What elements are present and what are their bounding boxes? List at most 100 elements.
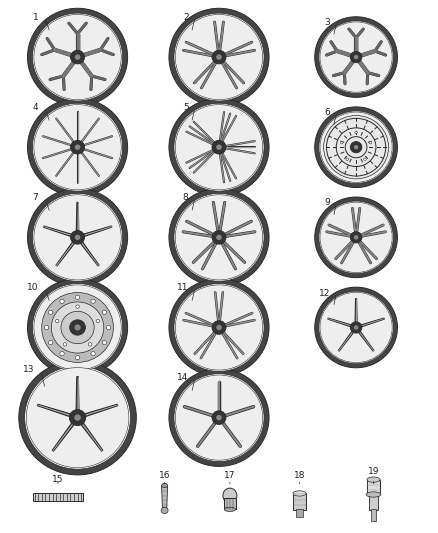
Ellipse shape — [174, 13, 264, 101]
Ellipse shape — [169, 369, 269, 466]
Ellipse shape — [25, 366, 131, 469]
Text: 18: 18 — [294, 471, 305, 480]
Text: 15: 15 — [52, 475, 64, 484]
Ellipse shape — [49, 310, 53, 314]
Polygon shape — [328, 318, 351, 327]
Polygon shape — [81, 242, 99, 266]
Ellipse shape — [32, 284, 123, 372]
Text: 11: 11 — [177, 283, 188, 292]
Ellipse shape — [216, 415, 222, 421]
Polygon shape — [359, 332, 374, 351]
Ellipse shape — [75, 144, 80, 150]
Ellipse shape — [71, 231, 85, 244]
Ellipse shape — [74, 325, 81, 330]
Polygon shape — [361, 318, 385, 327]
Ellipse shape — [69, 410, 86, 426]
Ellipse shape — [174, 103, 264, 191]
Ellipse shape — [34, 195, 121, 280]
Ellipse shape — [42, 293, 113, 362]
Ellipse shape — [366, 492, 381, 497]
Ellipse shape — [75, 295, 80, 300]
Text: 7: 7 — [33, 193, 39, 202]
Ellipse shape — [19, 360, 136, 475]
Polygon shape — [37, 404, 70, 416]
Ellipse shape — [319, 111, 393, 183]
Bar — [367, 480, 380, 495]
Ellipse shape — [354, 55, 358, 59]
Ellipse shape — [51, 302, 104, 353]
Ellipse shape — [212, 321, 226, 334]
Ellipse shape — [223, 488, 237, 503]
Text: 8: 8 — [183, 193, 188, 202]
Polygon shape — [338, 332, 353, 351]
Ellipse shape — [71, 50, 85, 64]
Ellipse shape — [28, 99, 127, 196]
Ellipse shape — [319, 291, 393, 364]
Ellipse shape — [320, 22, 392, 92]
Text: 17: 17 — [224, 471, 236, 480]
Text: 13: 13 — [22, 366, 34, 374]
Ellipse shape — [315, 107, 397, 188]
Text: 10: 10 — [27, 283, 39, 292]
Ellipse shape — [174, 193, 264, 281]
Ellipse shape — [75, 356, 80, 360]
Ellipse shape — [175, 375, 263, 460]
Ellipse shape — [61, 311, 94, 344]
Ellipse shape — [364, 158, 366, 160]
Ellipse shape — [212, 411, 226, 424]
Ellipse shape — [71, 140, 85, 154]
Ellipse shape — [354, 145, 358, 149]
Ellipse shape — [350, 322, 362, 333]
Ellipse shape — [88, 343, 92, 346]
Polygon shape — [81, 423, 103, 451]
Ellipse shape — [216, 54, 222, 60]
Ellipse shape — [32, 193, 123, 281]
Ellipse shape — [174, 374, 264, 462]
Text: 3: 3 — [324, 18, 330, 27]
Polygon shape — [85, 404, 118, 416]
Ellipse shape — [354, 235, 358, 240]
Text: 14: 14 — [177, 373, 188, 382]
Ellipse shape — [367, 477, 380, 482]
Polygon shape — [355, 298, 357, 322]
Ellipse shape — [174, 284, 264, 372]
Ellipse shape — [106, 325, 111, 329]
Ellipse shape — [161, 507, 168, 514]
Ellipse shape — [315, 287, 397, 368]
Ellipse shape — [75, 235, 80, 240]
Ellipse shape — [350, 142, 362, 153]
Ellipse shape — [212, 140, 226, 154]
Ellipse shape — [216, 235, 222, 240]
Text: 16: 16 — [159, 471, 170, 480]
Polygon shape — [84, 226, 112, 236]
Ellipse shape — [319, 21, 393, 93]
Ellipse shape — [320, 292, 392, 362]
Ellipse shape — [212, 231, 226, 244]
Ellipse shape — [169, 99, 269, 196]
Ellipse shape — [315, 17, 397, 98]
Bar — [371, 510, 376, 521]
Text: 19: 19 — [368, 467, 379, 476]
Polygon shape — [162, 487, 168, 508]
Text: 1: 1 — [33, 13, 39, 22]
Bar — [369, 494, 378, 511]
Polygon shape — [43, 226, 71, 236]
Bar — [33, 493, 83, 502]
Ellipse shape — [34, 14, 121, 100]
Ellipse shape — [76, 305, 79, 308]
Ellipse shape — [293, 491, 306, 496]
Ellipse shape — [369, 141, 372, 144]
Ellipse shape — [60, 352, 64, 356]
Ellipse shape — [324, 116, 389, 179]
Ellipse shape — [350, 232, 362, 243]
Ellipse shape — [28, 189, 127, 286]
Ellipse shape — [74, 415, 81, 421]
Polygon shape — [56, 242, 74, 266]
Polygon shape — [52, 423, 74, 451]
Text: 6: 6 — [324, 108, 330, 117]
Ellipse shape — [354, 325, 358, 330]
Ellipse shape — [212, 50, 226, 64]
Bar — [224, 498, 236, 510]
Ellipse shape — [340, 141, 343, 144]
Ellipse shape — [96, 319, 100, 322]
